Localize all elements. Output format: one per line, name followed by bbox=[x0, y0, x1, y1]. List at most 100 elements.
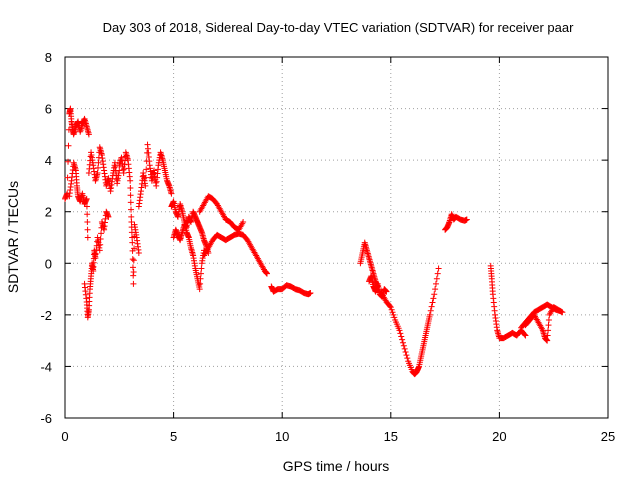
y-tick-label: -4 bbox=[40, 359, 52, 374]
data-point bbox=[98, 230, 105, 237]
y-tick-label: 8 bbox=[45, 50, 52, 65]
data-point bbox=[402, 348, 409, 355]
data-point bbox=[127, 184, 134, 191]
y-tick-label: 0 bbox=[45, 256, 52, 271]
series-trace-n bbox=[442, 211, 470, 233]
x-tick-label: 10 bbox=[275, 429, 289, 444]
data-point bbox=[430, 295, 437, 302]
data-point bbox=[435, 265, 442, 272]
series-trace-e bbox=[116, 149, 142, 287]
x-tick-label: 15 bbox=[384, 429, 398, 444]
data-point bbox=[65, 142, 72, 149]
data-point bbox=[97, 236, 104, 243]
y-axis-label: SDTVAR / TECUs bbox=[5, 181, 21, 293]
series-trace-l bbox=[357, 239, 442, 378]
data-point bbox=[95, 154, 102, 161]
x-tick-label: 25 bbox=[601, 429, 615, 444]
series-trace-d bbox=[85, 144, 123, 195]
series-trace-m bbox=[366, 273, 390, 300]
data-point bbox=[127, 199, 134, 206]
data-point bbox=[130, 257, 137, 264]
data-point bbox=[97, 241, 104, 248]
data-point bbox=[307, 289, 314, 296]
y-tick-label: -2 bbox=[40, 308, 52, 323]
data-point bbox=[399, 339, 406, 346]
data-point bbox=[391, 314, 398, 321]
data-point bbox=[129, 239, 136, 246]
data-point bbox=[116, 167, 123, 174]
data-point bbox=[429, 299, 436, 306]
data-point bbox=[427, 307, 434, 314]
data-point bbox=[84, 226, 91, 233]
data-point bbox=[545, 327, 552, 334]
data-point bbox=[434, 270, 441, 277]
data-point bbox=[521, 331, 528, 338]
y-tick-label: 2 bbox=[45, 205, 52, 220]
data-point bbox=[143, 166, 150, 173]
data-point bbox=[95, 164, 102, 171]
grid-lines bbox=[65, 57, 608, 418]
data-point bbox=[84, 234, 91, 241]
data-point bbox=[404, 355, 411, 362]
data-point bbox=[390, 311, 397, 318]
data-point bbox=[197, 280, 204, 287]
data-point bbox=[545, 317, 552, 324]
data-point bbox=[128, 219, 135, 226]
data-point bbox=[545, 322, 552, 329]
data-point bbox=[400, 342, 407, 349]
x-tick-label: 20 bbox=[492, 429, 506, 444]
series-trace-g bbox=[168, 198, 208, 293]
data-point bbox=[198, 265, 205, 272]
data-point bbox=[130, 269, 137, 276]
series-trace-c bbox=[81, 208, 112, 321]
data-point bbox=[127, 192, 134, 199]
data-point bbox=[142, 182, 149, 189]
x-tick-labels: 0 5 10 15 20 25 bbox=[61, 429, 615, 444]
data-point bbox=[426, 311, 433, 318]
data-point bbox=[131, 245, 138, 252]
data-point bbox=[388, 306, 395, 313]
data-point bbox=[544, 337, 551, 344]
data-point bbox=[64, 174, 71, 181]
data-point bbox=[142, 174, 149, 181]
series-trace-a bbox=[62, 105, 92, 202]
data-point bbox=[428, 303, 435, 310]
series-trace-j bbox=[196, 193, 247, 233]
series-trace-f bbox=[135, 141, 175, 210]
data-point bbox=[433, 275, 440, 282]
data-point bbox=[168, 190, 175, 197]
data-point bbox=[129, 256, 136, 263]
y-tick-label: 4 bbox=[45, 153, 52, 168]
data-point bbox=[94, 170, 101, 177]
data-point bbox=[557, 307, 564, 314]
data-point bbox=[197, 270, 204, 277]
data-point bbox=[129, 264, 136, 271]
series-trace-h bbox=[170, 208, 212, 256]
y-tick-labels: -6 -4 -2 0 2 4 6 8 bbox=[40, 50, 52, 426]
data-point bbox=[65, 158, 72, 165]
y-tick-label: -6 bbox=[40, 411, 52, 426]
data-point bbox=[128, 206, 135, 213]
data-point bbox=[387, 304, 394, 311]
data-points bbox=[62, 105, 566, 378]
series-trace-q bbox=[518, 301, 564, 331]
series-trace-i bbox=[201, 230, 270, 277]
series-trace-k bbox=[268, 282, 314, 298]
data-point bbox=[84, 219, 91, 226]
data-point bbox=[386, 303, 393, 310]
data-point bbox=[397, 330, 404, 337]
plot-frame bbox=[64, 56, 609, 419]
data-point bbox=[396, 327, 403, 334]
data-point bbox=[95, 159, 102, 166]
chart-title: Day 303 of 2018, Sidereal Day-to-day VTE… bbox=[103, 20, 575, 35]
data-point bbox=[398, 333, 405, 340]
data-point bbox=[197, 275, 204, 282]
data-point bbox=[65, 126, 72, 133]
data-point bbox=[130, 280, 137, 287]
data-point bbox=[96, 247, 103, 254]
data-point bbox=[401, 345, 408, 352]
series-trace-o bbox=[487, 262, 529, 342]
data-point bbox=[240, 219, 247, 226]
data-point bbox=[85, 131, 92, 138]
